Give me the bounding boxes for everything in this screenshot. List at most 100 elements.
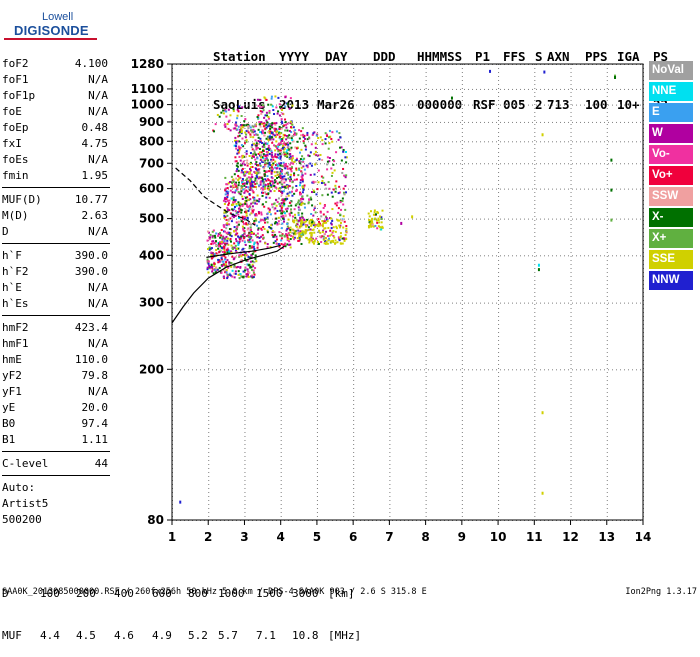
echo-point (219, 243, 221, 245)
grid-dot (534, 484, 535, 485)
grid-dot (500, 219, 501, 220)
echo-point (279, 168, 281, 170)
echo-point (242, 198, 244, 200)
echo-point (245, 179, 247, 181)
grid-dot (600, 163, 601, 164)
grid-dot (376, 189, 377, 190)
grid-dot (534, 316, 535, 317)
echo-point (277, 146, 279, 148)
grid-dot (212, 219, 213, 220)
grid-dot (462, 168, 463, 169)
grid-dot (317, 352, 318, 353)
grid-dot (462, 464, 463, 465)
grid-dot (576, 122, 577, 123)
grid-dot (426, 404, 427, 405)
grid-dot (498, 440, 499, 441)
grid-dot (216, 303, 217, 304)
grid-dot (180, 163, 181, 164)
grid-dot (208, 312, 209, 313)
grid-dot (492, 141, 493, 142)
echo-point (264, 128, 266, 130)
grid-dot (492, 122, 493, 123)
grid-dot (208, 84, 209, 85)
grid-dot (281, 396, 282, 397)
grid-dot (428, 303, 429, 304)
echo-point (236, 170, 238, 172)
grid-dot (248, 141, 249, 142)
grid-dot (400, 141, 401, 142)
echo-point (262, 132, 264, 134)
echo-point (250, 226, 252, 228)
grid-dot (404, 189, 405, 190)
grid-dot (281, 496, 282, 497)
grid-dot (571, 152, 572, 153)
x-tick-label: 3 (240, 530, 248, 544)
grid-dot (426, 248, 427, 249)
grid-dot (426, 120, 427, 121)
echo-point (226, 252, 228, 254)
grid-dot (208, 288, 209, 289)
grid-dot (353, 512, 354, 513)
grid-dot (324, 89, 325, 90)
echo-point (235, 229, 237, 231)
grid-dot (364, 163, 365, 164)
grid-dot (212, 189, 213, 190)
grid-dot (571, 252, 572, 253)
grid-dot (208, 140, 209, 141)
grid-dot (281, 484, 282, 485)
echo-point (264, 191, 266, 193)
grid-dot (426, 408, 427, 409)
echo-point (246, 276, 248, 278)
grid-dot (426, 188, 427, 189)
grid-dot (568, 122, 569, 123)
grid-dot (317, 400, 318, 401)
grid-dot (328, 122, 329, 123)
echo-point (288, 219, 290, 221)
grid-dot (498, 380, 499, 381)
echo-point (301, 155, 303, 157)
grid-dot (228, 255, 229, 256)
grid-dot (424, 141, 425, 142)
grid-dot (426, 176, 427, 177)
echo-point (292, 105, 294, 107)
echo-point (253, 272, 255, 274)
grid-dot (340, 303, 341, 304)
grid-dot (607, 376, 608, 377)
grid-dot (353, 296, 354, 297)
grid-dot (584, 105, 585, 106)
echo-point (316, 188, 318, 190)
grid-dot (426, 116, 427, 117)
grid-dot (426, 252, 427, 253)
grid-dot (352, 105, 353, 106)
grid-dot (576, 255, 577, 256)
grid-dot (252, 141, 253, 142)
grid-dot (244, 460, 245, 461)
grid-dot (498, 372, 499, 373)
echo-point (239, 277, 241, 279)
echo-point (275, 175, 277, 177)
grid-dot (462, 92, 463, 93)
grid-dot (607, 80, 608, 81)
grid-dot (426, 316, 427, 317)
grid-dot (324, 255, 325, 256)
grid-dot (426, 84, 427, 85)
grid-dot (462, 460, 463, 461)
grid-dot (571, 172, 572, 173)
echo-point (249, 205, 251, 207)
grid-dot (444, 189, 445, 190)
grid-dot (180, 105, 181, 106)
grid-dot (534, 512, 535, 513)
echo-point (251, 146, 253, 148)
grid-dot (389, 340, 390, 341)
grid-dot (317, 128, 318, 129)
grid-dot (498, 260, 499, 261)
grid-dot (571, 456, 572, 457)
echo-point (300, 179, 302, 181)
grid-dot (632, 303, 633, 304)
echo-point (245, 134, 247, 136)
grid-dot (392, 141, 393, 142)
grid-dot (312, 189, 313, 190)
grid-dot (208, 324, 209, 325)
grid-dot (208, 152, 209, 153)
echo-point (297, 228, 299, 230)
